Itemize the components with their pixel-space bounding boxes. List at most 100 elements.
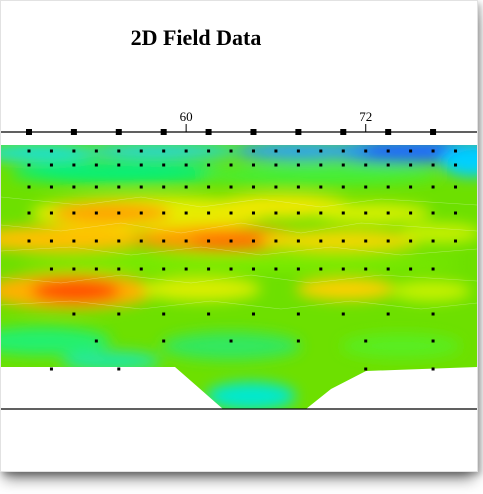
data-point xyxy=(341,149,345,153)
x-tick-label: 72 xyxy=(359,109,372,124)
data-point xyxy=(117,367,121,371)
data-point xyxy=(431,367,435,371)
data-point xyxy=(296,211,300,215)
data-point xyxy=(364,367,368,371)
data-point xyxy=(251,312,255,316)
data-point xyxy=(274,185,278,189)
data-point xyxy=(251,185,255,189)
data-point xyxy=(364,185,368,189)
resistivity-field xyxy=(1,145,477,409)
data-point xyxy=(409,149,413,153)
electrode-marker xyxy=(250,129,257,135)
data-point xyxy=(162,239,166,243)
data-point xyxy=(319,267,323,271)
data-point xyxy=(454,239,458,243)
data-point xyxy=(229,185,233,189)
data-point xyxy=(207,312,211,316)
data-point xyxy=(319,211,323,215)
data-point xyxy=(364,149,368,153)
data-point xyxy=(49,211,53,215)
data-point xyxy=(251,267,255,271)
data-point xyxy=(454,211,458,215)
data-point xyxy=(341,185,345,189)
data-point xyxy=(229,211,233,215)
data-point xyxy=(251,239,255,243)
data-point xyxy=(27,185,31,189)
data-point xyxy=(341,267,345,271)
data-point xyxy=(341,211,345,215)
data-point xyxy=(364,267,368,271)
data-point xyxy=(386,163,390,167)
data-point xyxy=(27,163,31,167)
data-point xyxy=(162,211,166,215)
data-point xyxy=(27,239,31,243)
data-point xyxy=(207,211,211,215)
data-point xyxy=(229,149,233,153)
data-point xyxy=(296,312,300,316)
data-point xyxy=(72,239,76,243)
electrode-marker xyxy=(205,129,212,135)
x-tick-label: 60 xyxy=(180,109,193,124)
data-point xyxy=(319,163,323,167)
data-point xyxy=(49,239,53,243)
figure-card: 2D Field Data xyxy=(0,0,478,472)
data-point xyxy=(251,149,255,153)
data-point xyxy=(386,149,390,153)
data-point xyxy=(431,239,435,243)
data-point xyxy=(431,339,435,343)
data-point xyxy=(341,239,345,243)
data-point xyxy=(364,239,368,243)
data-point xyxy=(274,239,278,243)
data-point xyxy=(229,339,233,343)
data-point xyxy=(319,185,323,189)
data-point xyxy=(117,149,121,153)
data-point xyxy=(49,149,53,153)
x-axis-ticks: 60 72 xyxy=(180,109,372,132)
data-point xyxy=(117,312,121,316)
data-point xyxy=(274,149,278,153)
data-point xyxy=(207,185,211,189)
data-point xyxy=(72,185,76,189)
field-anomalies xyxy=(1,145,477,409)
electrode-marker xyxy=(385,129,392,135)
data-point xyxy=(409,185,413,189)
data-point xyxy=(72,312,76,316)
data-point xyxy=(386,312,390,316)
data-point xyxy=(72,149,76,153)
data-point xyxy=(139,267,143,271)
data-point xyxy=(296,267,300,271)
data-point xyxy=(296,185,300,189)
pseudosection-plot: 60 72 xyxy=(1,109,477,410)
data-point xyxy=(184,239,188,243)
chart-title: 2D Field Data xyxy=(130,25,262,50)
electrode-marker xyxy=(295,129,302,135)
data-point xyxy=(296,149,300,153)
data-point xyxy=(386,185,390,189)
data-point xyxy=(274,267,278,271)
data-point xyxy=(364,339,368,343)
data-point xyxy=(409,211,413,215)
data-point xyxy=(431,163,435,167)
data-point xyxy=(207,239,211,243)
data-point xyxy=(139,239,143,243)
data-point xyxy=(72,267,76,271)
data-point xyxy=(94,185,98,189)
data-point xyxy=(386,211,390,215)
data-point xyxy=(409,267,413,271)
data-point xyxy=(296,339,300,343)
data-point xyxy=(251,163,255,167)
data-point xyxy=(454,163,458,167)
data-point xyxy=(139,149,143,153)
data-points xyxy=(27,149,458,371)
data-point xyxy=(251,211,255,215)
data-point xyxy=(49,163,53,167)
data-point xyxy=(94,149,98,153)
data-point xyxy=(27,149,31,153)
data-point xyxy=(94,239,98,243)
data-point xyxy=(162,185,166,189)
data-point xyxy=(184,211,188,215)
data-point xyxy=(162,163,166,167)
electrode-marker xyxy=(430,129,437,135)
data-point xyxy=(94,163,98,167)
data-point xyxy=(94,339,98,343)
